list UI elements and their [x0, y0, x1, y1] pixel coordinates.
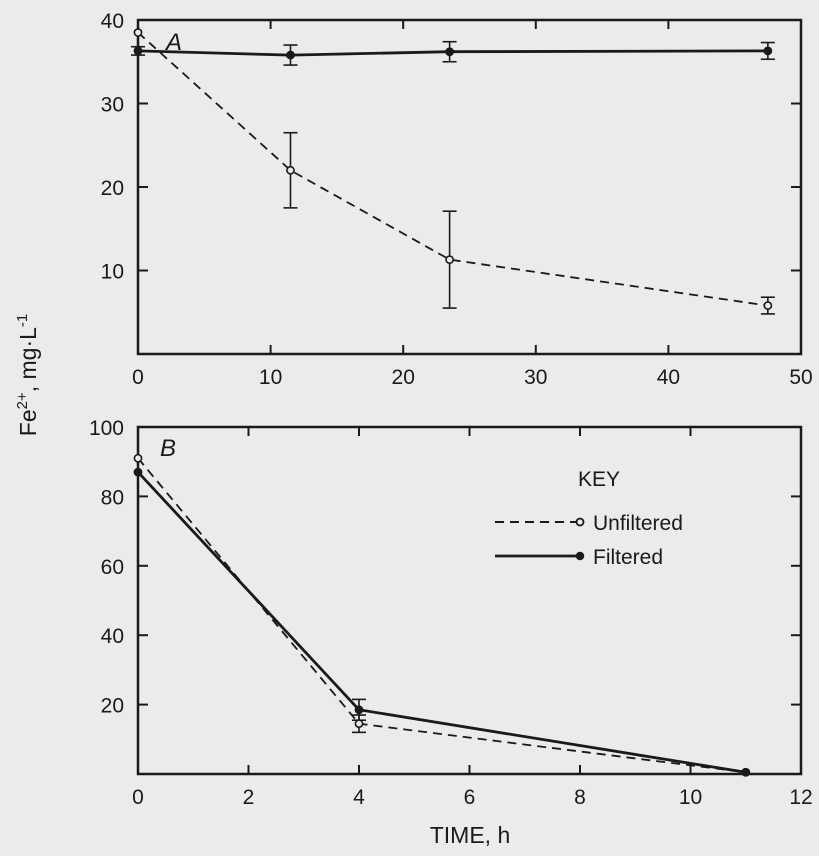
legend: KEY Unfiltered Filtered	[495, 468, 683, 569]
panel-a-error-bars	[131, 40, 775, 315]
panel-b-y-tick-label: 40	[101, 625, 124, 648]
panel-b-filtered-point	[354, 705, 364, 715]
y-axis-title-sup2: -1	[14, 314, 31, 327]
panel-a-y-tick-label: 40	[101, 10, 124, 33]
x-axis-title: TIME, h	[430, 822, 511, 848]
panel-b-unfiltered-point	[133, 453, 143, 463]
panel-a-unfiltered-point	[133, 28, 143, 37]
panel-a-series-lines	[137, 31, 769, 307]
panel-b-y-tick-labels: 20 40 60 80 100	[89, 417, 124, 718]
panel-a-points	[133, 28, 773, 310]
panel-a-filtered-line	[137, 49, 768, 57]
panel-a-filtered-point	[763, 46, 773, 56]
panel-a: 0 10 20 30 40 50 10 20 30 40 A	[101, 10, 813, 389]
panel-a-y-tick-label: 30	[101, 94, 124, 117]
legend-unfiltered-label: Unfiltered	[593, 512, 683, 535]
panel-b-filtered-point	[133, 467, 143, 477]
panel-b-y-tick-label: 20	[101, 695, 124, 718]
y-axis-title-mid: , mg·L	[15, 327, 41, 392]
panel-b-ticks	[137, 426, 802, 774]
panel-a-unfiltered-point	[445, 255, 455, 265]
panel-a-x-tick-labels: 0 10 20 30 40 50	[132, 366, 813, 389]
panel-b-x-tick-labels: 0 2 4 6 8 10 12	[132, 786, 813, 809]
panel-b-unfiltered-point	[354, 719, 364, 729]
panel-b-x-tick-label: 2	[243, 786, 255, 809]
panel-b: 0 2 4 6 8 10 12 20 40 60 80 100 B KEY Unfiltered F…	[89, 417, 813, 809]
panel-a-x-tick-label: 10	[259, 366, 282, 389]
panel-a-x-tick-label: 0	[132, 366, 144, 389]
panel-b-x-tick-label: 0	[132, 786, 144, 809]
y-axis-title-sup1: 2+	[14, 392, 31, 409]
panel-a-y-tick-labels: 10 20 30 40	[101, 10, 124, 284]
panel-a-x-tick-label: 30	[524, 366, 547, 389]
y-axis-title-base: Fe	[15, 409, 41, 436]
panel-b-unfiltered-line	[137, 457, 746, 774]
panel-a-letter: A	[164, 29, 182, 56]
legend-filtered-marker	[575, 551, 585, 561]
panel-a-x-tick-label: 50	[789, 366, 812, 389]
panel-a-unfiltered-point	[763, 301, 773, 310]
panel-b-x-tick-label: 6	[464, 786, 476, 809]
y-axis-title: Fe2+, mg·L-1	[14, 314, 41, 436]
panel-b-x-tick-label: 8	[574, 786, 586, 809]
legend-title: KEY	[578, 468, 620, 491]
panel-b-y-tick-label: 60	[101, 556, 124, 579]
panel-a-unfiltered-point	[286, 165, 295, 175]
panel-b-y-tick-label: 100	[89, 417, 124, 440]
panel-a-x-tick-label: 20	[392, 366, 415, 389]
panel-b-series-lines	[136, 457, 747, 774]
panel-a-y-tick-label: 10	[101, 261, 124, 284]
panel-b-y-tick-label: 80	[101, 486, 124, 509]
panel-a-ticks	[137, 19, 802, 354]
panel-a-unfiltered-line	[137, 31, 769, 307]
panel-a-y-tick-label: 20	[101, 177, 124, 200]
panel-b-points	[133, 453, 751, 777]
panel-a-frame	[136, 18, 803, 356]
legend-filtered-label: Filtered	[593, 546, 663, 569]
panel-a-x-tick-label: 40	[657, 366, 680, 389]
panel-b-letter: B	[160, 435, 176, 462]
panel-b-x-tick-label: 4	[353, 786, 365, 809]
panel-a-filtered-point	[445, 47, 455, 57]
panel-b-filtered-point	[741, 767, 751, 777]
panel-a-filtered-point	[286, 50, 295, 60]
panel-b-x-tick-label: 12	[789, 786, 812, 809]
panel-b-x-tick-label: 10	[679, 786, 702, 809]
legend-unfiltered-marker	[575, 517, 585, 527]
panel-a-filtered-point	[133, 46, 143, 56]
panel-b-frame	[136, 425, 803, 776]
